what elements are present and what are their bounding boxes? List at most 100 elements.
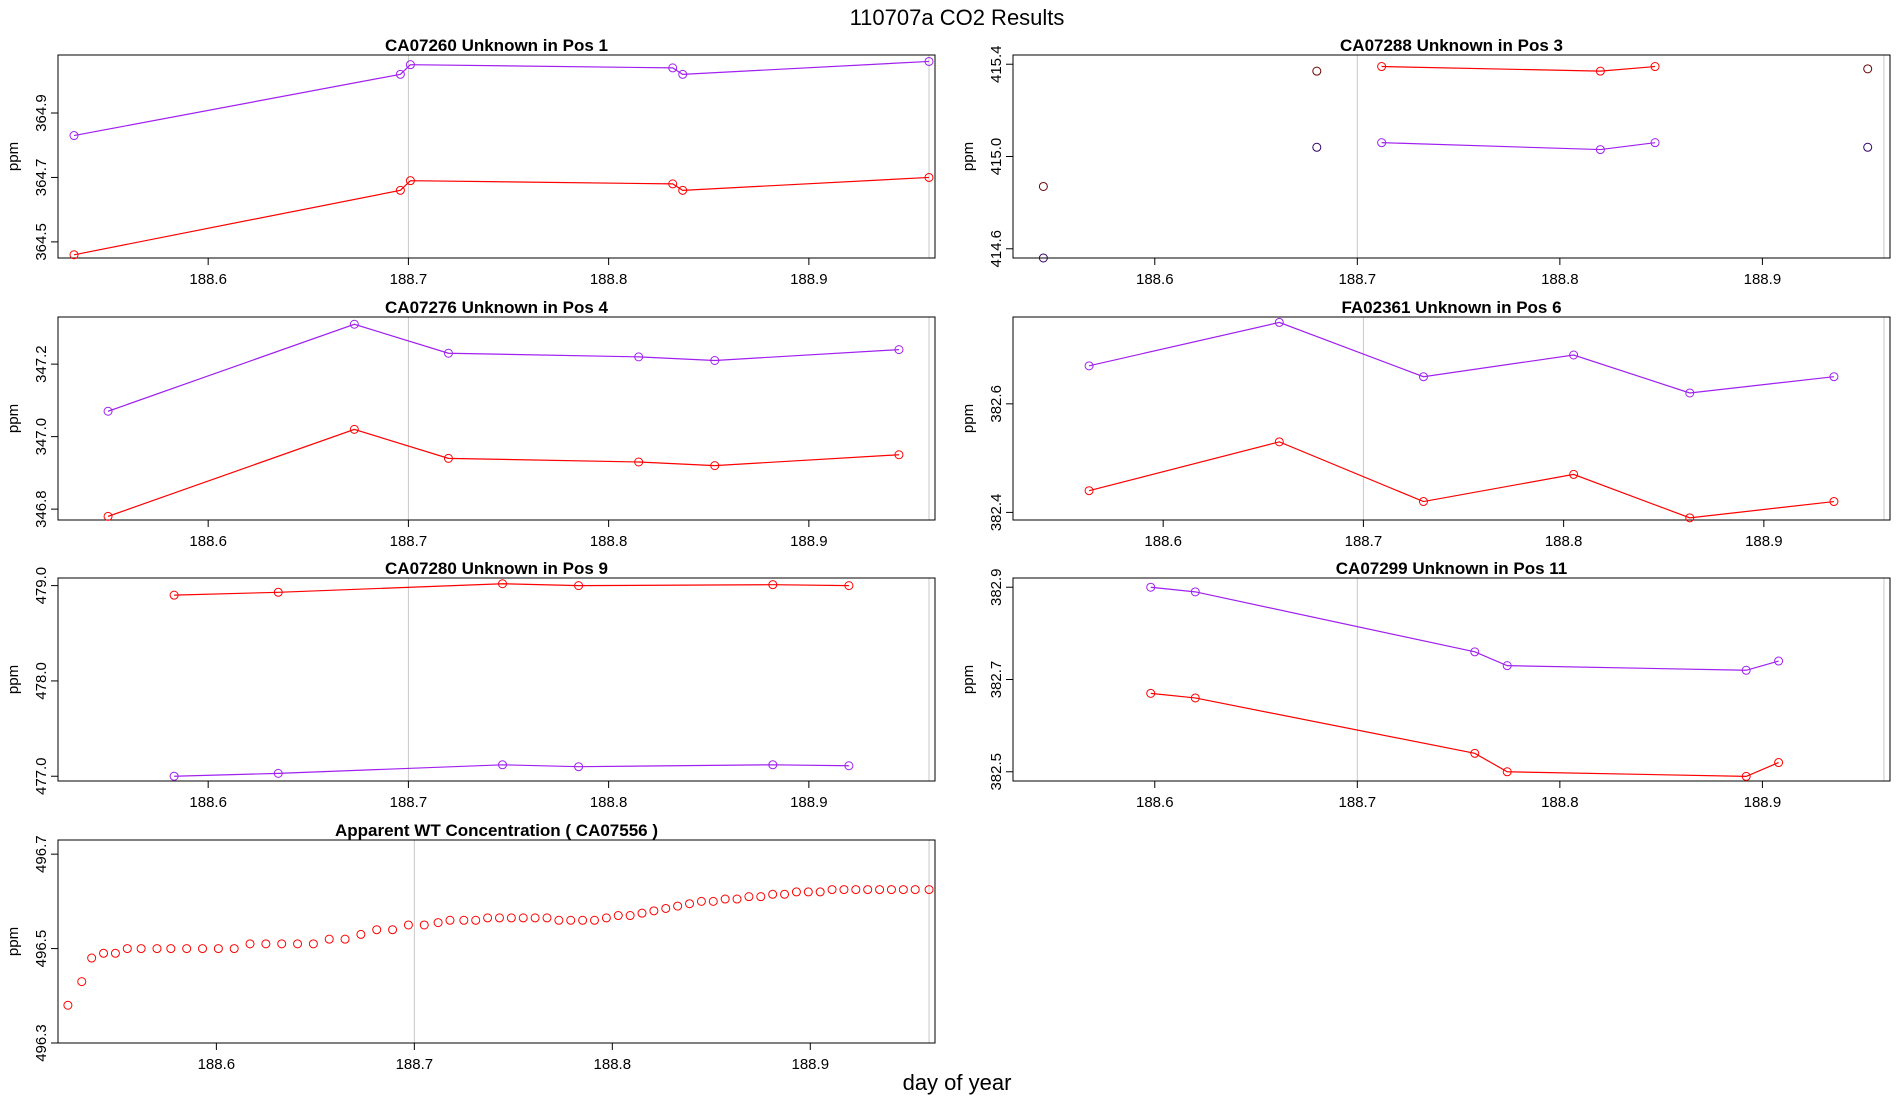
x-tick-label: 188.9 [1744, 794, 1782, 811]
x-tick-label: 188.7 [390, 533, 428, 550]
data-point [574, 762, 584, 772]
y-axis-label: ppm [5, 142, 22, 171]
data-point [277, 939, 287, 949]
series-1 [63, 885, 934, 1010]
y-axis-label: ppm [960, 665, 977, 694]
y-axis-label: ppm [960, 404, 977, 433]
chart-panel-5: CA07280 Unknown in Pos 9 188.6 188.7 188.8 1… [5, 559, 936, 811]
data-point [1470, 748, 1480, 758]
y-tick-label: 479.0 [33, 567, 50, 605]
data-point [471, 915, 481, 925]
data-point [613, 911, 623, 921]
data-point [863, 885, 873, 895]
y-tick-label: 347.0 [33, 418, 50, 456]
data-point [886, 885, 896, 895]
data-point [898, 885, 908, 895]
data-point [395, 185, 405, 195]
data-point [1190, 587, 1200, 597]
data-point [1084, 486, 1094, 496]
data-point [1418, 372, 1428, 382]
data-point [924, 885, 934, 895]
plot-frame [1012, 316, 1891, 521]
data-point [483, 913, 493, 923]
data-point [554, 915, 564, 925]
data-point [122, 944, 132, 954]
data-point [1312, 142, 1322, 152]
figure-x-axis-label: day of year [903, 1070, 1012, 1095]
chart-panel-4: FA02361 Unknown in Pos 6 188.6 188.7 188.8 1… [960, 298, 1891, 550]
data-point [136, 944, 146, 954]
x-tick-label: 188.8 [1545, 533, 1583, 550]
panel-title: CA07280 Unknown in Pos 9 [385, 559, 608, 578]
data-point [388, 925, 398, 935]
data-point [498, 579, 508, 589]
data-point [791, 887, 801, 897]
data-point [273, 587, 283, 597]
series-line [73, 176, 930, 256]
plot-frame [57, 316, 936, 521]
series-2 [1377, 138, 1660, 155]
data-point [844, 761, 854, 771]
y-tick-label: 364.5 [33, 223, 50, 261]
data-point [1650, 138, 1660, 148]
data-point [273, 768, 283, 778]
series-line [1150, 586, 1779, 671]
x-tick-label: 188.9 [1744, 271, 1782, 288]
y-tick-label: 478.0 [33, 662, 50, 700]
y-tick-label: 415.0 [988, 138, 1005, 176]
data-point [1863, 142, 1873, 152]
data-point [459, 915, 469, 925]
data-point [668, 63, 678, 73]
data-point [1274, 437, 1284, 447]
data-point [894, 345, 904, 355]
data-point [1863, 64, 1873, 74]
data-point [530, 913, 540, 923]
series-1 [1146, 582, 1784, 675]
data-point [349, 424, 359, 434]
data-point [261, 939, 271, 949]
panel-title: CA07299 Unknown in Pos 11 [1336, 559, 1567, 578]
x-tick-label: 188.6 [189, 794, 227, 811]
series-1 [1084, 317, 1839, 398]
chart-panel-6: CA07299 Unknown in Pos 11 188.6 188.7 188.8… [960, 559, 1891, 811]
data-point [851, 885, 861, 895]
data-point [1146, 688, 1156, 698]
data-point [229, 944, 239, 954]
data-point [768, 889, 778, 899]
series-2 [103, 424, 904, 521]
data-point [1685, 513, 1695, 523]
x-tick-label: 188.7 [396, 1056, 434, 1073]
x-tick-label: 188.6 [189, 533, 227, 550]
data-point [1569, 469, 1579, 479]
data-point [768, 580, 778, 590]
data-point [103, 406, 113, 416]
data-point [152, 944, 162, 954]
y-axis-label: ppm [5, 404, 22, 433]
y-axis-label: ppm [5, 665, 22, 694]
data-point [634, 457, 644, 467]
point-group-1 [1038, 64, 1873, 191]
data-point [110, 948, 120, 958]
y-tick-label: 496.3 [33, 1024, 50, 1062]
data-point [419, 920, 429, 930]
panel-title: FA02361 Unknown in Pos 6 [1341, 298, 1561, 317]
data-point [166, 944, 176, 954]
data-point [213, 944, 223, 954]
data-point [815, 887, 825, 897]
series-line [1150, 692, 1779, 777]
data-point [1741, 771, 1751, 781]
x-tick-label: 188.7 [390, 794, 428, 811]
x-tick-label: 188.6 [1144, 533, 1182, 550]
y-tick-label: 382.7 [988, 661, 1005, 699]
data-point [356, 929, 366, 939]
y-tick-label: 364.9 [33, 94, 50, 132]
series-2 [1084, 437, 1839, 523]
data-point [574, 581, 584, 591]
data-point [498, 760, 508, 770]
data-point [1569, 350, 1579, 360]
x-tick-label: 188.8 [590, 533, 628, 550]
data-point [661, 903, 671, 913]
series-line [1088, 321, 1835, 394]
series-line [107, 323, 899, 412]
data-point [844, 581, 854, 591]
